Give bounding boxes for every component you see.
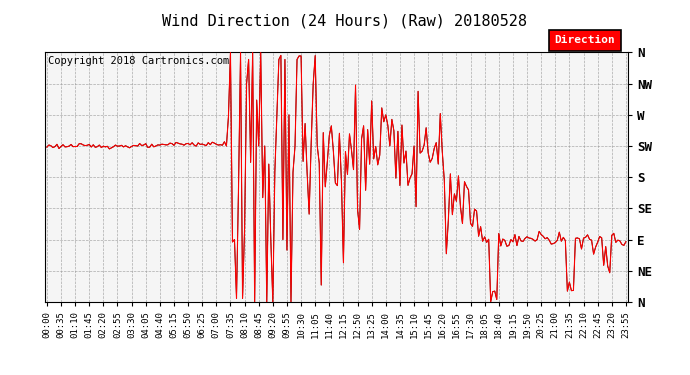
Text: Direction: Direction xyxy=(554,35,615,45)
Text: Copyright 2018 Cartronics.com: Copyright 2018 Cartronics.com xyxy=(48,56,230,66)
Text: Wind Direction (24 Hours) (Raw) 20180528: Wind Direction (24 Hours) (Raw) 20180528 xyxy=(163,13,527,28)
